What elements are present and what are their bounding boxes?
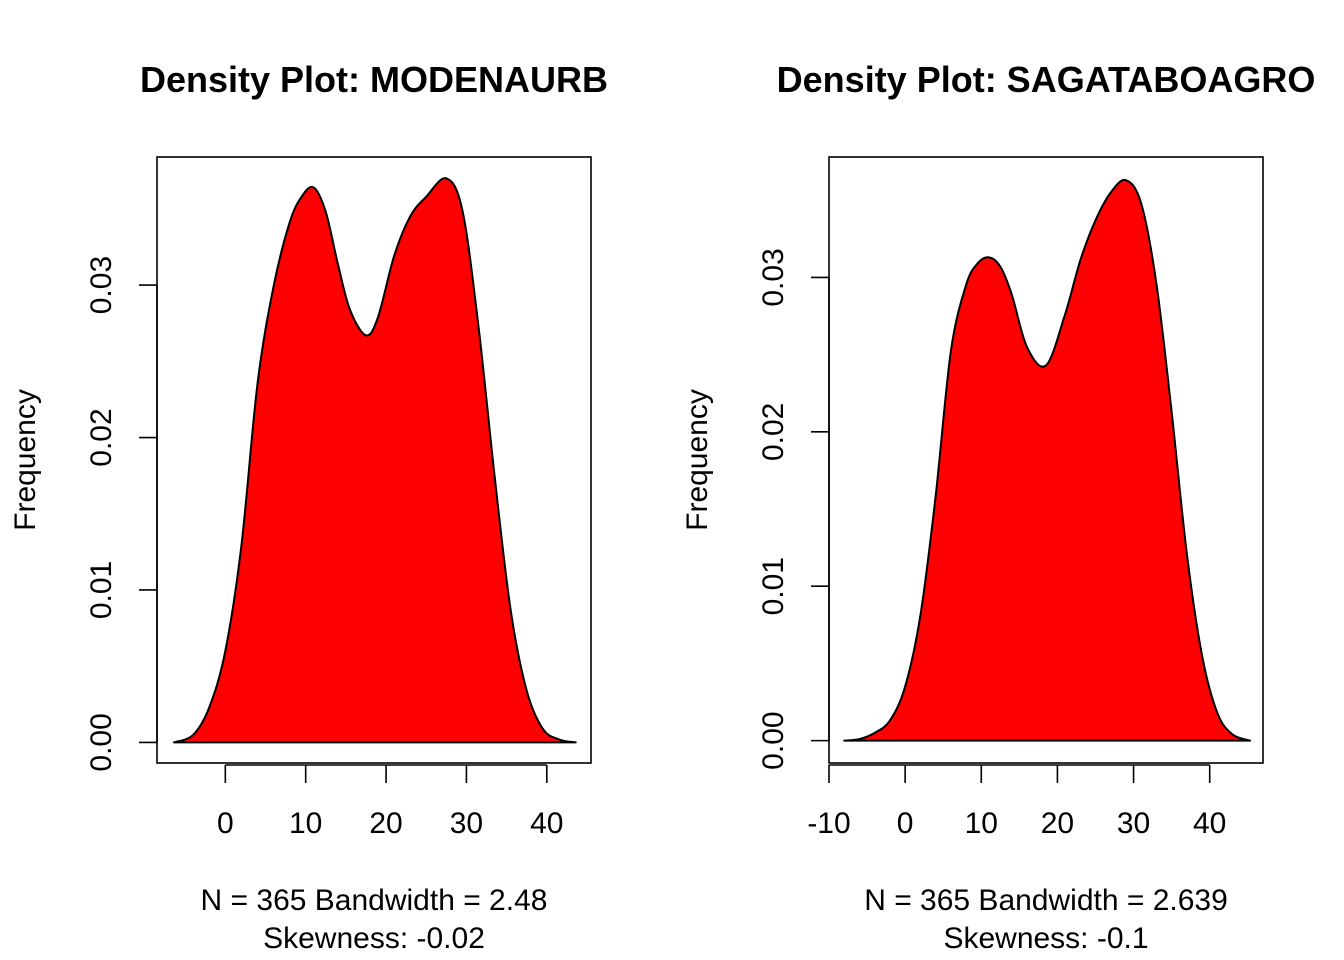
y-tick-label: 0.03 xyxy=(85,256,118,314)
x-tick-label: -10 xyxy=(807,807,850,840)
x-tick-label: 10 xyxy=(965,807,998,840)
x-tick-label: 20 xyxy=(369,807,402,840)
x-tick-label: 0 xyxy=(897,807,914,840)
stats-n-bandwidth: N = 365 Bandwidth = 2.48 xyxy=(201,884,548,917)
x-tick-label: 40 xyxy=(1193,807,1226,840)
y-axis-label: Frequency xyxy=(9,389,42,531)
chart-title: Density Plot: MODENAURB xyxy=(140,59,608,100)
y-axis-label: Frequency xyxy=(681,389,714,531)
y-tick-label: 0.01 xyxy=(85,561,118,619)
density-panel-1: Density Plot: MODENAURB 0 10 20 30 40 0.00 0.01… xyxy=(9,59,608,955)
x-tick-label: 30 xyxy=(450,807,483,840)
density-area xyxy=(843,178,1252,742)
x-tick-label: 0 xyxy=(217,807,234,840)
y-tick-label: 0.00 xyxy=(85,713,118,771)
y-tick-label: 0.02 xyxy=(757,403,790,461)
x-tick-label: 20 xyxy=(1041,807,1074,840)
x-tick-label: 40 xyxy=(530,807,563,840)
y-tick-label: 0.00 xyxy=(757,711,790,769)
density-area xyxy=(172,177,577,744)
y-tick-label: 0.02 xyxy=(85,408,118,466)
x-tick-label: 10 xyxy=(289,807,322,840)
x-tick-label: 30 xyxy=(1117,807,1150,840)
stats-n-bandwidth: N = 365 Bandwidth = 2.639 xyxy=(864,884,1228,917)
stats-skewness: Skewness: -0.1 xyxy=(943,922,1148,955)
y-tick-label: 0.01 xyxy=(757,557,790,615)
density-panel-2: Density Plot: SAGATABOAGRO -10 0 10 20 30 40 0.… xyxy=(681,59,1315,955)
stats-skewness: Skewness: -0.02 xyxy=(263,922,485,955)
chart-title: Density Plot: SAGATABOAGRO xyxy=(777,59,1316,100)
y-tick-label: 0.03 xyxy=(757,248,790,306)
